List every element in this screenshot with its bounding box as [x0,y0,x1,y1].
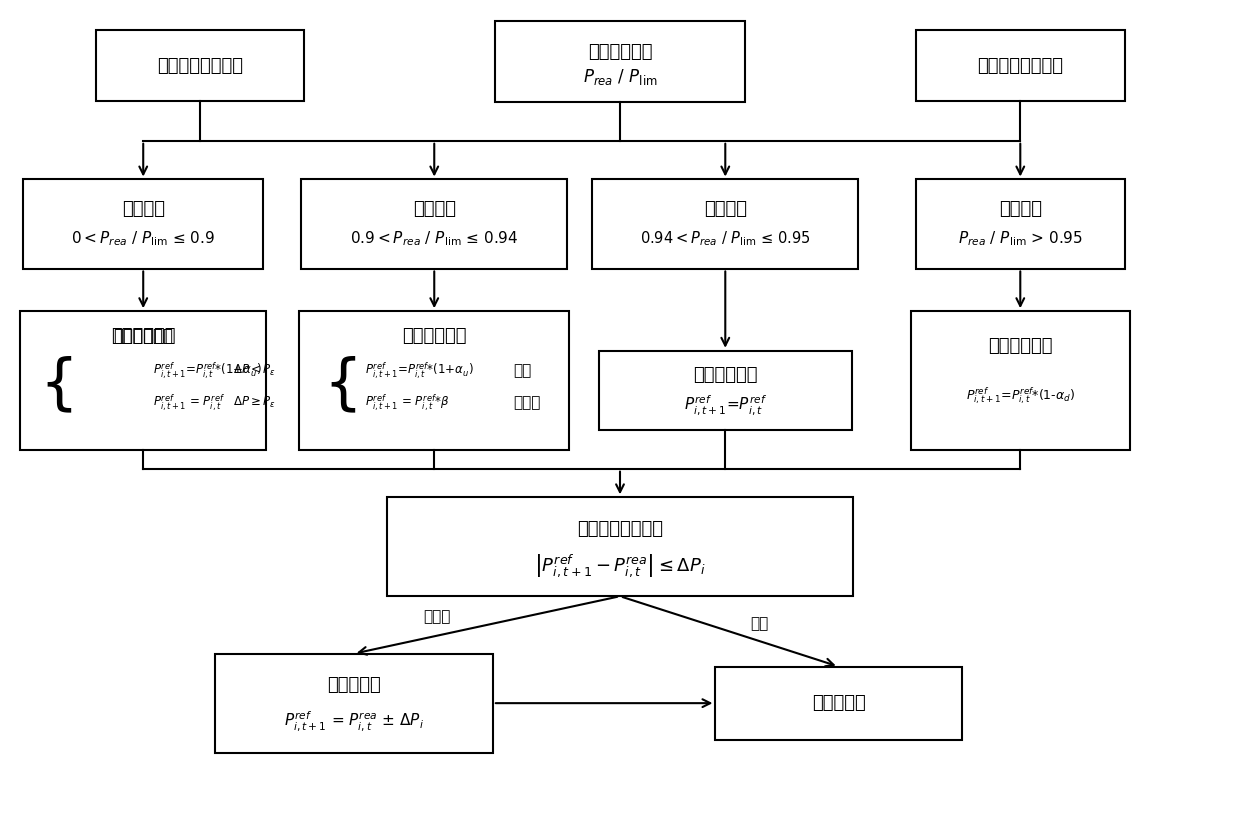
Text: $P_{i,t+1}^{ref}$=$P_{i,t}^{ref}$*(1+$\alpha_u$): $P_{i,t+1}^{ref}$=$P_{i,t}^{ref}$*(1+$\a… [365,360,474,381]
Bar [301,180,568,268]
Bar [916,180,1125,268]
Text: $P_{i,t+1}^{ref}$ = $P_{i,t}^{rea}$ ± $\Delta P_i$: $P_{i,t+1}^{ref}$ = $P_{i,t}^{rea}$ ± $\… [284,709,424,733]
Bar [24,180,263,268]
Text: $0 < P_{rea}$ / $P_{\rm lim}$ ≤ $0.9$: $0 < P_{rea}$ / $P_{\rm lim}$ ≤ $0.9$ [71,229,216,248]
Text: 上调出力指令: 上调出力指令 [113,327,174,345]
Text: $P_{i,t+1}^{ref}$=$P_{i,t}^{ref}$: $P_{i,t+1}^{ref}$=$P_{i,t}^{ref}$ [683,393,768,417]
Text: $0.9 < P_{rea}$ / $P_{\rm lim}$ ≤ $0.94$: $0.9 < P_{rea}$ / $P_{\rm lim}$ ≤ $0.94$ [350,229,518,248]
Text: 下发指令值: 下发指令值 [812,694,866,712]
Bar [593,180,858,268]
Text: 预警状态: 预警状态 [413,201,456,218]
Bar [599,351,852,430]
Text: 满足: 满足 [750,616,769,631]
Text: 下调出力指令: 下调出力指令 [988,336,1053,355]
Text: 不满足: 不满足 [424,609,451,624]
Bar [911,311,1130,450]
Text: 安全状态: 安全状态 [122,201,165,218]
Text: $P_{rea}$ / $P_{\rm lim}$: $P_{rea}$ / $P_{\rm lim}$ [583,67,657,87]
Text: $\Delta P \geq P_\varepsilon$: $\Delta P \geq P_\varepsilon$ [233,394,275,409]
Text: 出力指令维持: 出力指令维持 [693,367,758,384]
Text: 厂站上调能力判断: 厂站上调能力判断 [977,56,1063,75]
Bar [95,30,304,102]
Text: 修正指令值: 修正指令值 [327,676,381,695]
Bar [299,311,569,450]
Bar [20,311,267,450]
Text: $\{$: $\{$ [40,355,72,415]
Bar [495,21,745,102]
Text: 厂站考核打分结果: 厂站考核打分结果 [156,56,243,75]
Text: 有功功率变化校验: 有功功率变化校验 [577,520,663,538]
Text: 友好: 友好 [513,363,532,378]
Text: $0.94 < P_{rea}$ / $P_{\rm lim}$ ≤ $0.95$: $0.94 < P_{rea}$ / $P_{\rm lim}$ ≤ $0.95… [640,229,811,248]
Text: $P_{i,t+1}^{ref}$=$P_{i,t}^{ref}$*(1-$\alpha_d$): $P_{i,t+1}^{ref}$=$P_{i,t}^{ref}$*(1-$\a… [966,385,1075,406]
Text: $P_{i,t+1}^{ref}$ = $P_{i,t}^{ref}$: $P_{i,t+1}^{ref}$ = $P_{i,t}^{ref}$ [154,392,226,413]
Bar [215,654,492,753]
Bar [916,30,1125,102]
Text: 出力指令调整: 出力指令调整 [402,327,466,345]
Text: 断面裕度判断: 断面裕度判断 [588,43,652,60]
Text: 不友好: 不友好 [513,394,541,409]
Text: $\left|P_{i,t+1}^{ref}-P_{i,t}^{rea}\right| \leq \Delta P_i$: $\left|P_{i,t+1}^{ref}-P_{i,t}^{rea}\rig… [534,553,706,581]
Bar [387,498,853,597]
Text: $P_{i,t+1}^{ref}$=$P_{i,t}^{ref}$*(1+$\alpha_u$): $P_{i,t+1}^{ref}$=$P_{i,t}^{ref}$*(1+$\a… [154,360,262,381]
Text: 越限状态: 越限状态 [998,201,1042,218]
Text: $\{$: $\{$ [324,355,356,415]
Bar [715,666,962,740]
Text: $P_{rea}$ / $P_{\rm lim}$ > $0.95$: $P_{rea}$ / $P_{\rm lim}$ > $0.95$ [957,229,1083,248]
Text: 上调出力指令: 上调出力指令 [110,327,176,345]
Text: 缓冲状态: 缓冲状态 [704,201,746,218]
Text: $P_{i,t+1}^{ref}$ = $P_{i,t}^{ref}$*$\beta$: $P_{i,t+1}^{ref}$ = $P_{i,t}^{ref}$*$\be… [365,392,449,413]
Text: $\Delta P < P_\varepsilon$: $\Delta P < P_\varepsilon$ [233,363,275,378]
